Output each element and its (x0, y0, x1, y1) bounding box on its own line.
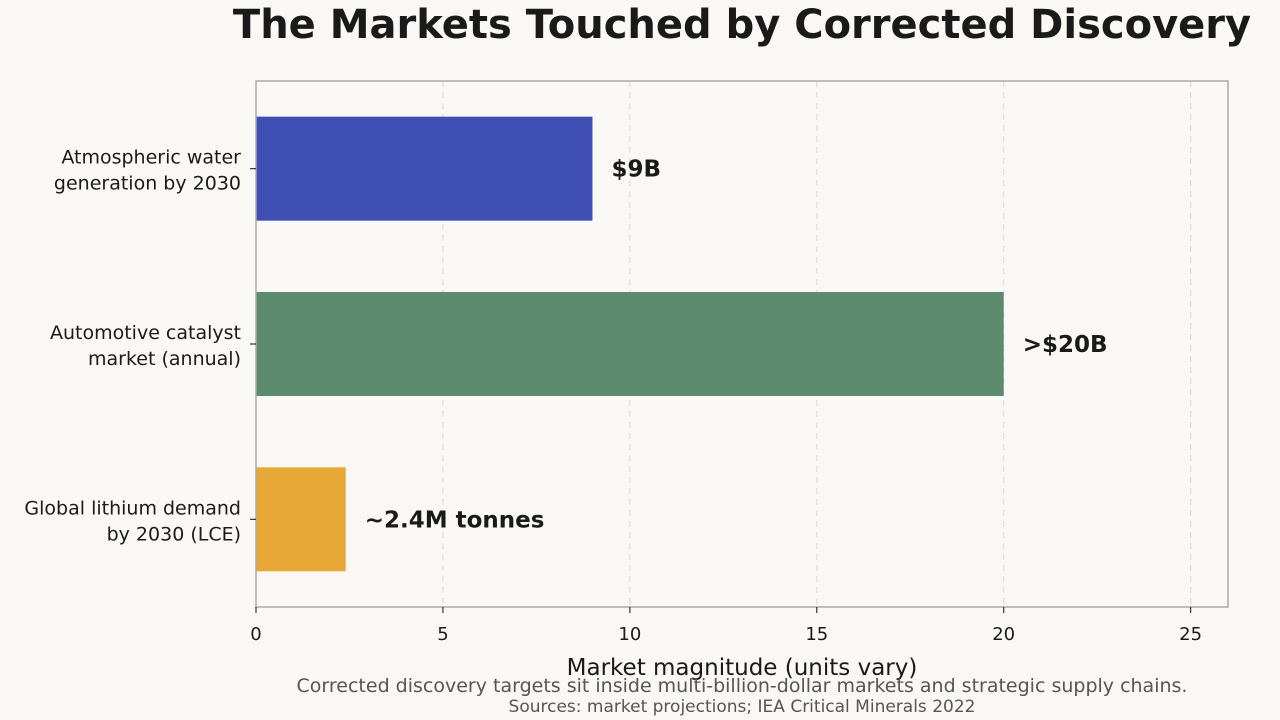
caption: Corrected discovery targets sit inside m… (297, 675, 1188, 697)
source-note: Sources: market projections; IEA Critica… (509, 697, 976, 717)
x-tick-label: 5 (437, 624, 448, 645)
data-label: ~2.4M tonnes (365, 507, 545, 533)
bars: $9B >$20B ~2.4M tonnes (256, 116, 1108, 572)
x-axis-ticks: 0 5 10 15 20 25 (250, 607, 1202, 645)
data-label: >$20B (1023, 332, 1108, 358)
x-axis-title: Market magnitude (units vary) (567, 655, 918, 681)
category-label: by 2030 (LCE) (107, 523, 241, 545)
chart-title: The Markets Touched by Corrected Discove… (233, 2, 1251, 48)
x-tick-label: 0 (250, 624, 261, 645)
x-tick-label: 20 (992, 624, 1015, 645)
data-label: $9B (611, 157, 661, 183)
category-label: generation by 2030 (54, 173, 241, 195)
y-axis-categories: Atmospheric water generation by 2030 Autom… (24, 147, 256, 545)
x-tick-label: 10 (618, 624, 641, 645)
category-label: Automotive catalyst (50, 322, 241, 344)
bar (256, 116, 593, 221)
category-label: market (annual) (88, 348, 241, 370)
category-label: Global lithium demand (24, 497, 241, 519)
x-tick-label: 15 (805, 624, 828, 645)
bar (256, 292, 1004, 396)
category-label: Atmospheric water (61, 147, 241, 169)
bar (256, 467, 346, 572)
x-tick-label: 25 (1179, 624, 1202, 645)
